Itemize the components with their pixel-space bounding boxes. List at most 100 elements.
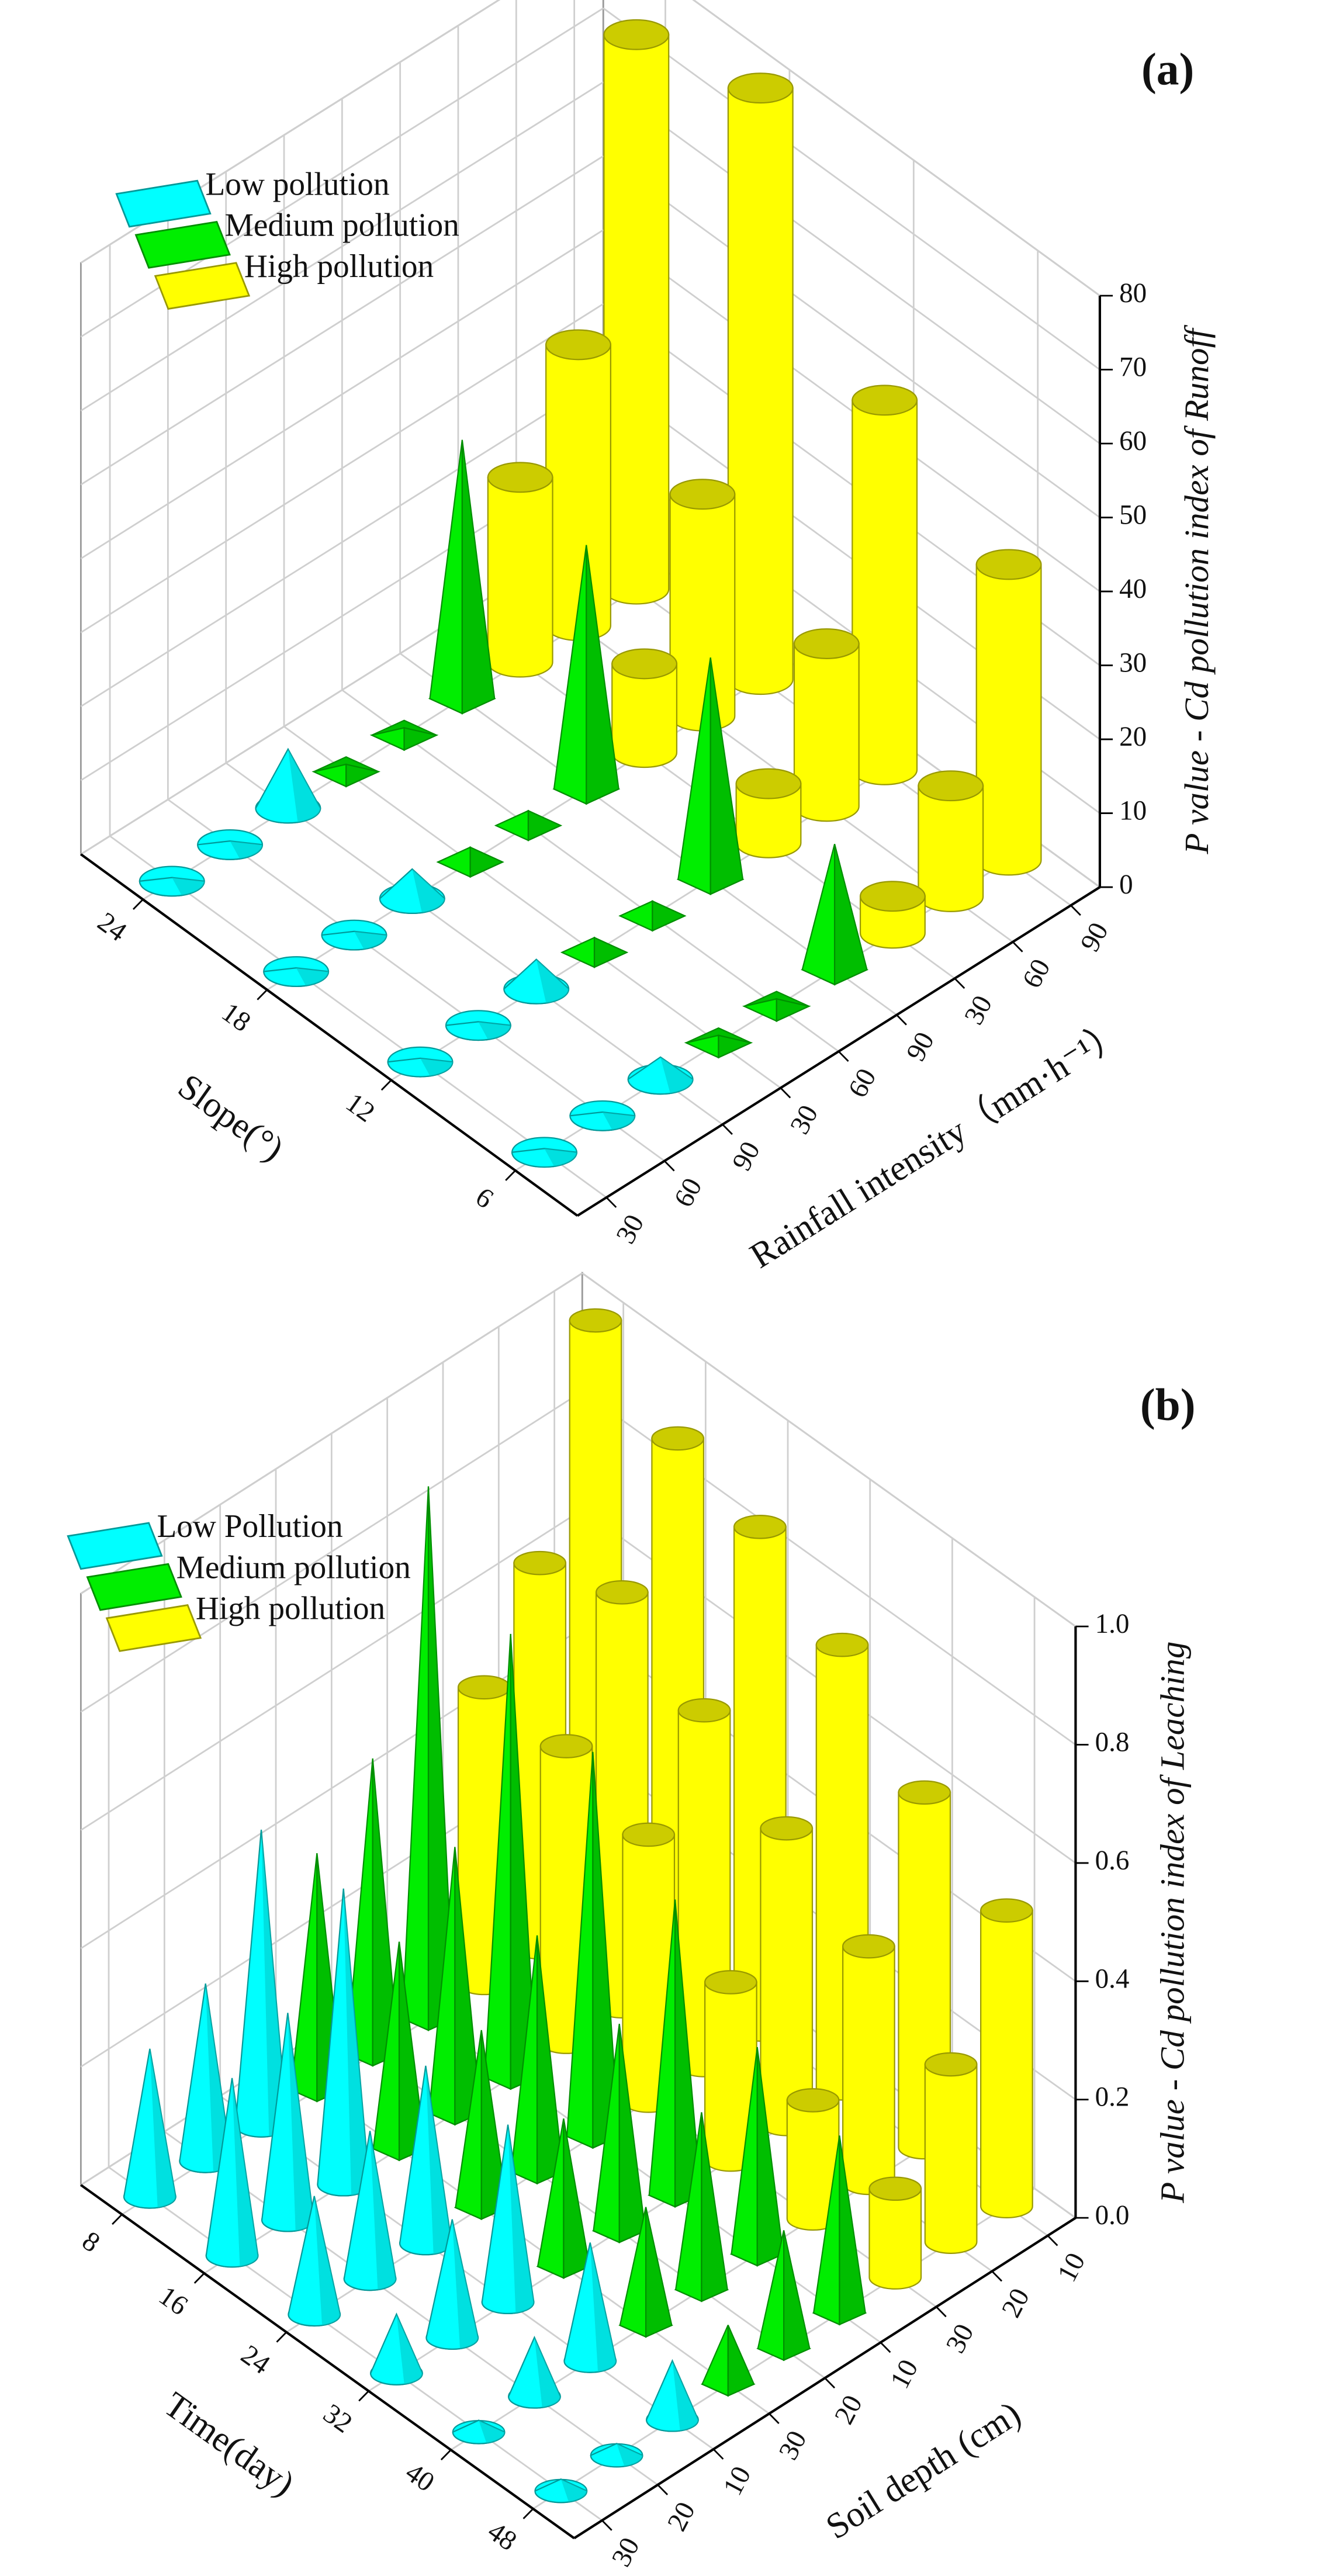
y-tick-label: 10 xyxy=(1052,2248,1092,2287)
grid-line xyxy=(108,2166,603,2522)
grid-line xyxy=(225,762,724,1126)
legend-label: High pollution xyxy=(196,1590,385,1626)
legend-swatch xyxy=(154,262,251,310)
cylinder-top xyxy=(852,385,918,416)
pyramid xyxy=(618,900,687,932)
cylinder-side xyxy=(793,643,860,822)
cylinder-side xyxy=(727,87,794,695)
chart-panel: 6121824306090306090306090010203040506070… xyxy=(79,0,1216,1276)
y-tick-label: 10 xyxy=(718,2461,757,2501)
cylinder-top xyxy=(980,1898,1033,1923)
y-tick-label: 10 xyxy=(885,2355,925,2394)
pyramid-face xyxy=(586,545,619,805)
pyramid-face xyxy=(536,1935,564,2185)
cone-shade xyxy=(412,868,445,913)
x-tick-label: 18 xyxy=(216,997,256,1038)
cylinder-top xyxy=(735,768,802,799)
y-tick xyxy=(824,2377,836,2389)
grid-line xyxy=(603,7,1100,371)
pyramid-face xyxy=(783,2230,811,2362)
cylinder-top xyxy=(733,1514,787,1539)
cylinder xyxy=(975,549,1042,876)
pyramid-face xyxy=(369,726,405,752)
cylinder xyxy=(727,72,794,695)
pyramid xyxy=(729,2047,785,2267)
cone xyxy=(445,1010,511,1041)
cone xyxy=(569,1100,636,1131)
cylinder-top xyxy=(669,479,736,510)
pyramid-face xyxy=(742,998,777,1022)
grid-line xyxy=(167,798,665,1162)
cone xyxy=(563,2242,617,2373)
cylinder-top xyxy=(704,1970,757,1995)
cone xyxy=(263,956,330,987)
z-tick-label: 50 xyxy=(1119,500,1147,530)
y-tick-label: 60 xyxy=(1017,954,1057,993)
cylinder-top xyxy=(793,628,860,659)
pyramid-face xyxy=(709,657,744,895)
cylinder xyxy=(793,628,860,822)
cone xyxy=(261,2013,314,2232)
z-tick-label: 10 xyxy=(1119,795,1147,826)
cone-shade xyxy=(602,1112,635,1130)
cone xyxy=(534,2478,588,2504)
cone xyxy=(425,2219,479,2350)
cylinder-side xyxy=(669,493,736,732)
pyramid xyxy=(801,844,869,986)
x-tick-label: 48 xyxy=(482,2516,522,2557)
cone xyxy=(123,2048,176,2209)
cone-shade xyxy=(261,1830,288,2137)
x-axis xyxy=(80,853,579,1217)
cone xyxy=(379,868,445,915)
pyramid xyxy=(700,2325,756,2397)
x-tick xyxy=(193,2273,205,2284)
legend-label: Medium pollution xyxy=(225,207,459,243)
y-tick xyxy=(954,978,965,989)
z-tick-label: 20 xyxy=(1119,722,1147,752)
grid-line xyxy=(692,0,1100,297)
pyramid-face xyxy=(776,998,811,1022)
cylinder xyxy=(603,19,670,605)
cone-shade xyxy=(370,2131,396,2290)
grid-line xyxy=(283,726,781,1089)
z-tick-label: 0.0 xyxy=(1095,2200,1130,2231)
cone-shade xyxy=(296,968,329,986)
x-tick xyxy=(380,1079,392,1091)
cone xyxy=(321,919,387,951)
z-tick-label: 1.0 xyxy=(1095,1609,1130,1639)
chart-panel: 484032241683020103020103020100.00.20.40.… xyxy=(67,1271,1196,2572)
z-tick-label: 80 xyxy=(1119,278,1147,309)
x-tick xyxy=(505,1170,516,1181)
y-tick xyxy=(769,2413,780,2425)
x-tick xyxy=(257,989,268,1000)
cylinder-top xyxy=(539,1734,593,1758)
cone xyxy=(370,2312,423,2385)
pyramid xyxy=(400,1486,456,2031)
z-tick-label: 0.2 xyxy=(1095,2082,1130,2112)
pyramid xyxy=(674,2112,729,2303)
cone-shade xyxy=(617,2443,643,2467)
y-tick-label: 90 xyxy=(1075,917,1115,957)
cone xyxy=(387,1046,454,1078)
cylinder-top xyxy=(569,1308,622,1333)
cone xyxy=(343,2131,397,2291)
y-tick xyxy=(880,2342,891,2353)
cylinder-top xyxy=(918,770,984,802)
pyramid-face xyxy=(756,2047,784,2267)
cylinder-side xyxy=(545,344,611,641)
pyramid-face xyxy=(527,809,563,842)
cylinder xyxy=(735,768,802,858)
cylinder-top xyxy=(457,1675,511,1700)
z-tick-label: 0.6 xyxy=(1095,1846,1130,1876)
x-tick-label: 24 xyxy=(236,2339,275,2380)
cylinder-top xyxy=(611,648,678,680)
panel-label: (a) xyxy=(1141,43,1194,95)
pyramid xyxy=(311,756,381,788)
pyramid-face xyxy=(801,844,836,986)
y-tick xyxy=(1012,941,1023,953)
cone xyxy=(288,2196,341,2327)
pyramid-face xyxy=(645,2207,673,2338)
y-tick xyxy=(605,1197,617,1208)
cone-shade xyxy=(478,1022,511,1040)
legend-label: Low pollution xyxy=(205,166,389,202)
